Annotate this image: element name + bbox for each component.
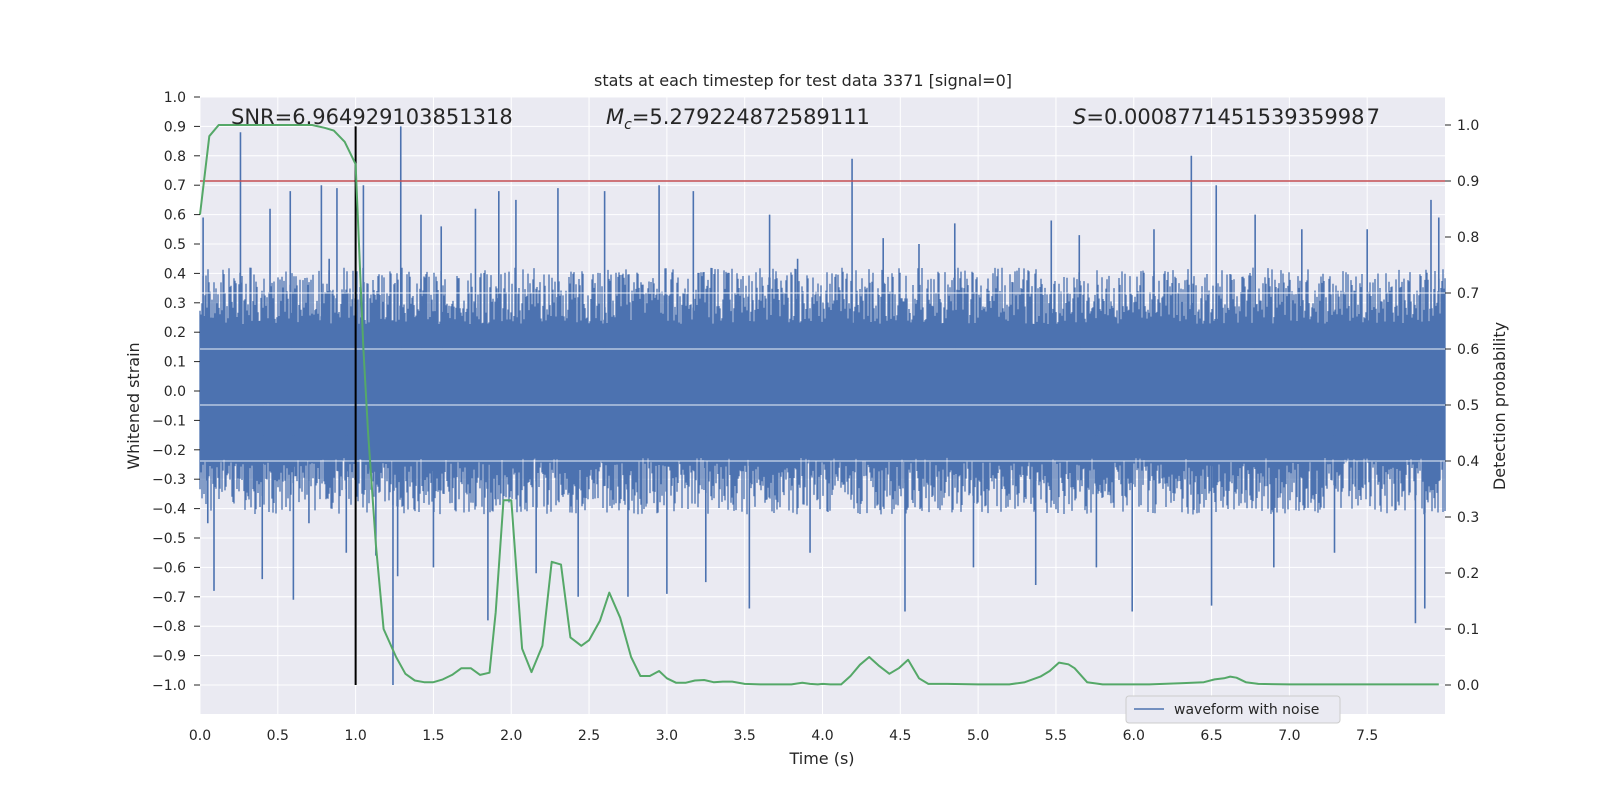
x-tick-label: 6.0 [1123,728,1145,744]
x-tick-label: 2.0 [500,728,522,744]
x-tick-label: 0.0 [189,728,211,744]
y-tick-label: −0.7 [152,590,186,606]
x-axis-ticks: 0.0 0.5 1.0 1.5 2.0 2.5 3.0 3.5 4.0 4.5 5.0 5.5 6.0 6… [189,728,1378,744]
x-tick-label: 0.5 [267,728,289,744]
y2-tick-label: 0.9 [1457,174,1479,190]
x-tick-label: 5.5 [1045,728,1067,744]
score-value: =0.000877145153935998 7 [1086,105,1380,129]
y2-tick-label: 0.5 [1457,398,1479,414]
y-tick-label: 0.8 [164,149,186,165]
y2-tick-label: 0.4 [1457,454,1479,470]
x-tick-label: 4.5 [889,728,911,744]
legend: waveform with noise [1125,695,1341,724]
score-annotation: S=0.000877145153935998 7 [1073,105,1380,129]
probability-curve [199,124,1439,686]
y-tick-label: −0.3 [152,472,186,488]
x-tick-label: 3.0 [656,728,678,744]
x-tick-label: 7.0 [1278,728,1300,744]
chirp-mass-symbol: M [606,105,624,129]
y2-axis-ticks: 1.0 0.9 0.8 0.7 0.6 0.5 0.4 0.3 0.2 0.1 0.0 [1445,118,1479,694]
y-tick-label: 0.9 [164,119,186,135]
score-symbol: S [1073,105,1086,129]
y2-axis-label: Detection probability [1490,322,1509,490]
legend-label: waveform with noise [1174,702,1319,718]
y-tick-label: −0.5 [152,531,186,547]
y2-tick-label: 1.0 [1457,118,1479,134]
y-tick-label: 0.7 [164,178,186,194]
legend-box [1125,695,1341,724]
x-tick-label: 1.5 [422,728,444,744]
chirp-mass-annotation: Mc=5.279224872589111 [606,105,870,133]
y2-tick-label: 0.2 [1457,566,1479,582]
y-tick-label: 0.6 [164,208,186,224]
y2-tick-label: 0.1 [1457,622,1479,638]
snr-annotation: SNR=6.964929103851318 [231,105,513,129]
y-tick-label: 0.1 [164,355,186,371]
x-tick-label: 4.0 [811,728,833,744]
chirp-mass-subscript: c [624,117,632,133]
x-axis-label: Time (s) [788,749,854,768]
x-tick-label: 7.5 [1356,728,1378,744]
y2-tick-label: 0.8 [1457,230,1479,246]
y-axis-label: Whitened strain [124,342,143,469]
y2-tick-label: 0.6 [1457,342,1479,358]
x-tick-label: 1.0 [344,728,366,744]
y-tick-label: 0.4 [164,266,186,282]
x-tick-label: 5.0 [967,728,989,744]
y-tick-label: 0.0 [164,384,186,400]
y2-tick-label: 0.7 [1457,286,1479,302]
y-tick-label: −0.2 [152,443,186,459]
y2-tick-label: 0.0 [1457,678,1479,694]
y-tick-label: −0.6 [152,560,186,576]
waveform-series [199,126,1446,685]
y-tick-label: 0.2 [164,325,186,341]
y-tick-label: −0.1 [152,413,186,429]
y-tick-label: −0.9 [152,649,186,665]
x-tick-label: 6.5 [1200,728,1222,744]
y-axis-ticks: 1.0 0.9 0.8 0.7 0.6 0.5 0.4 0.3 0.2 0.1 0.0 −0.1 −0.… [152,90,200,694]
y-tick-label: 0.5 [164,237,186,253]
chart-title: stats at each timestep for test data 337… [594,71,1012,90]
y-tick-label: 1.0 [164,90,186,106]
y-tick-label: −1.0 [152,678,186,694]
y-tick-label: 0.3 [164,296,186,312]
y-tick-label: −0.8 [152,619,186,635]
chirp-mass-value: =5.279224872589111 [632,105,870,129]
x-tick-label: 3.5 [734,728,756,744]
overlays [199,124,1445,686]
y2-tick-label: 0.3 [1457,510,1479,526]
waveform-core-band [200,346,1445,436]
y-tick-label: −0.4 [152,502,186,518]
x-tick-label: 2.5 [578,728,600,744]
